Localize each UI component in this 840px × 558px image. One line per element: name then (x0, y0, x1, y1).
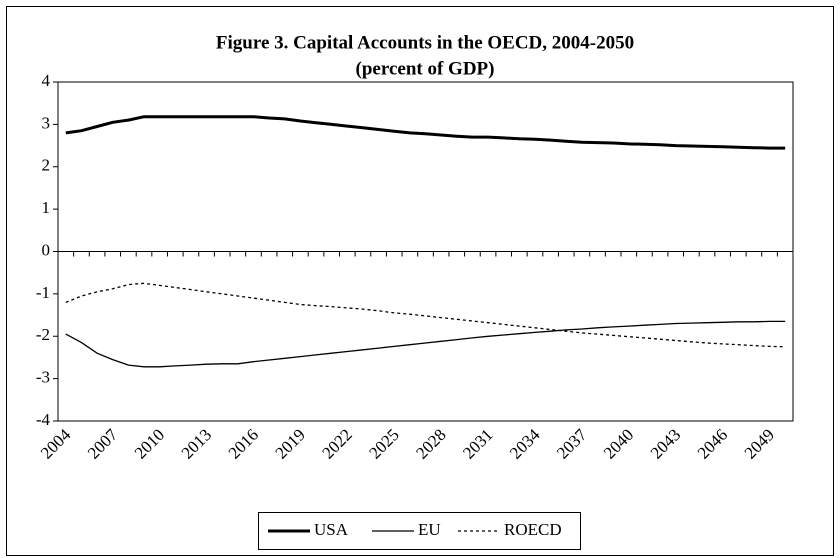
line-series (65, 282, 786, 348)
y-tick-label: 4 (42, 71, 51, 90)
chart-border (6, 6, 834, 556)
y-tick-label: 3 (42, 113, 51, 132)
legend-label: USA (314, 520, 349, 539)
y-tick-label: -4 (36, 410, 51, 429)
y-tick-label: -1 (36, 283, 50, 302)
line-series (65, 320, 786, 368)
chart-title: Figure 3. Capital Accounts in the OECD, … (216, 32, 634, 53)
legend-label: EU (418, 520, 441, 539)
legend-label: ROECD (504, 520, 562, 539)
chart-subtitle: (percent of GDP) (356, 58, 495, 79)
y-tick-label: 2 (42, 156, 51, 175)
y-tick-label: 0 (42, 240, 51, 259)
y-tick-label: -3 (36, 368, 50, 387)
line-series (65, 115, 786, 150)
y-tick-label: 1 (42, 198, 51, 217)
legend-box (258, 512, 581, 550)
y-tick-label: -2 (36, 325, 50, 344)
